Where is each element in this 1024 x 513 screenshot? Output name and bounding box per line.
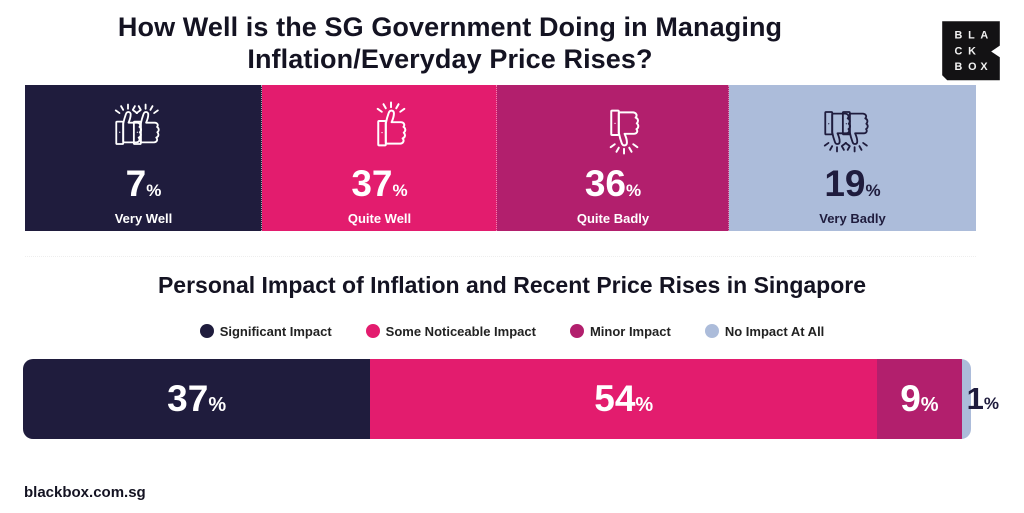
svg-text:L: L — [968, 29, 975, 41]
svg-text:B: B — [954, 29, 962, 41]
svg-text:A: A — [980, 29, 988, 41]
svg-text:K: K — [968, 45, 976, 57]
svg-text:B: B — [954, 61, 962, 73]
svg-text:C: C — [954, 45, 962, 57]
svg-text:X: X — [980, 61, 988, 73]
svg-text:O: O — [968, 61, 976, 73]
